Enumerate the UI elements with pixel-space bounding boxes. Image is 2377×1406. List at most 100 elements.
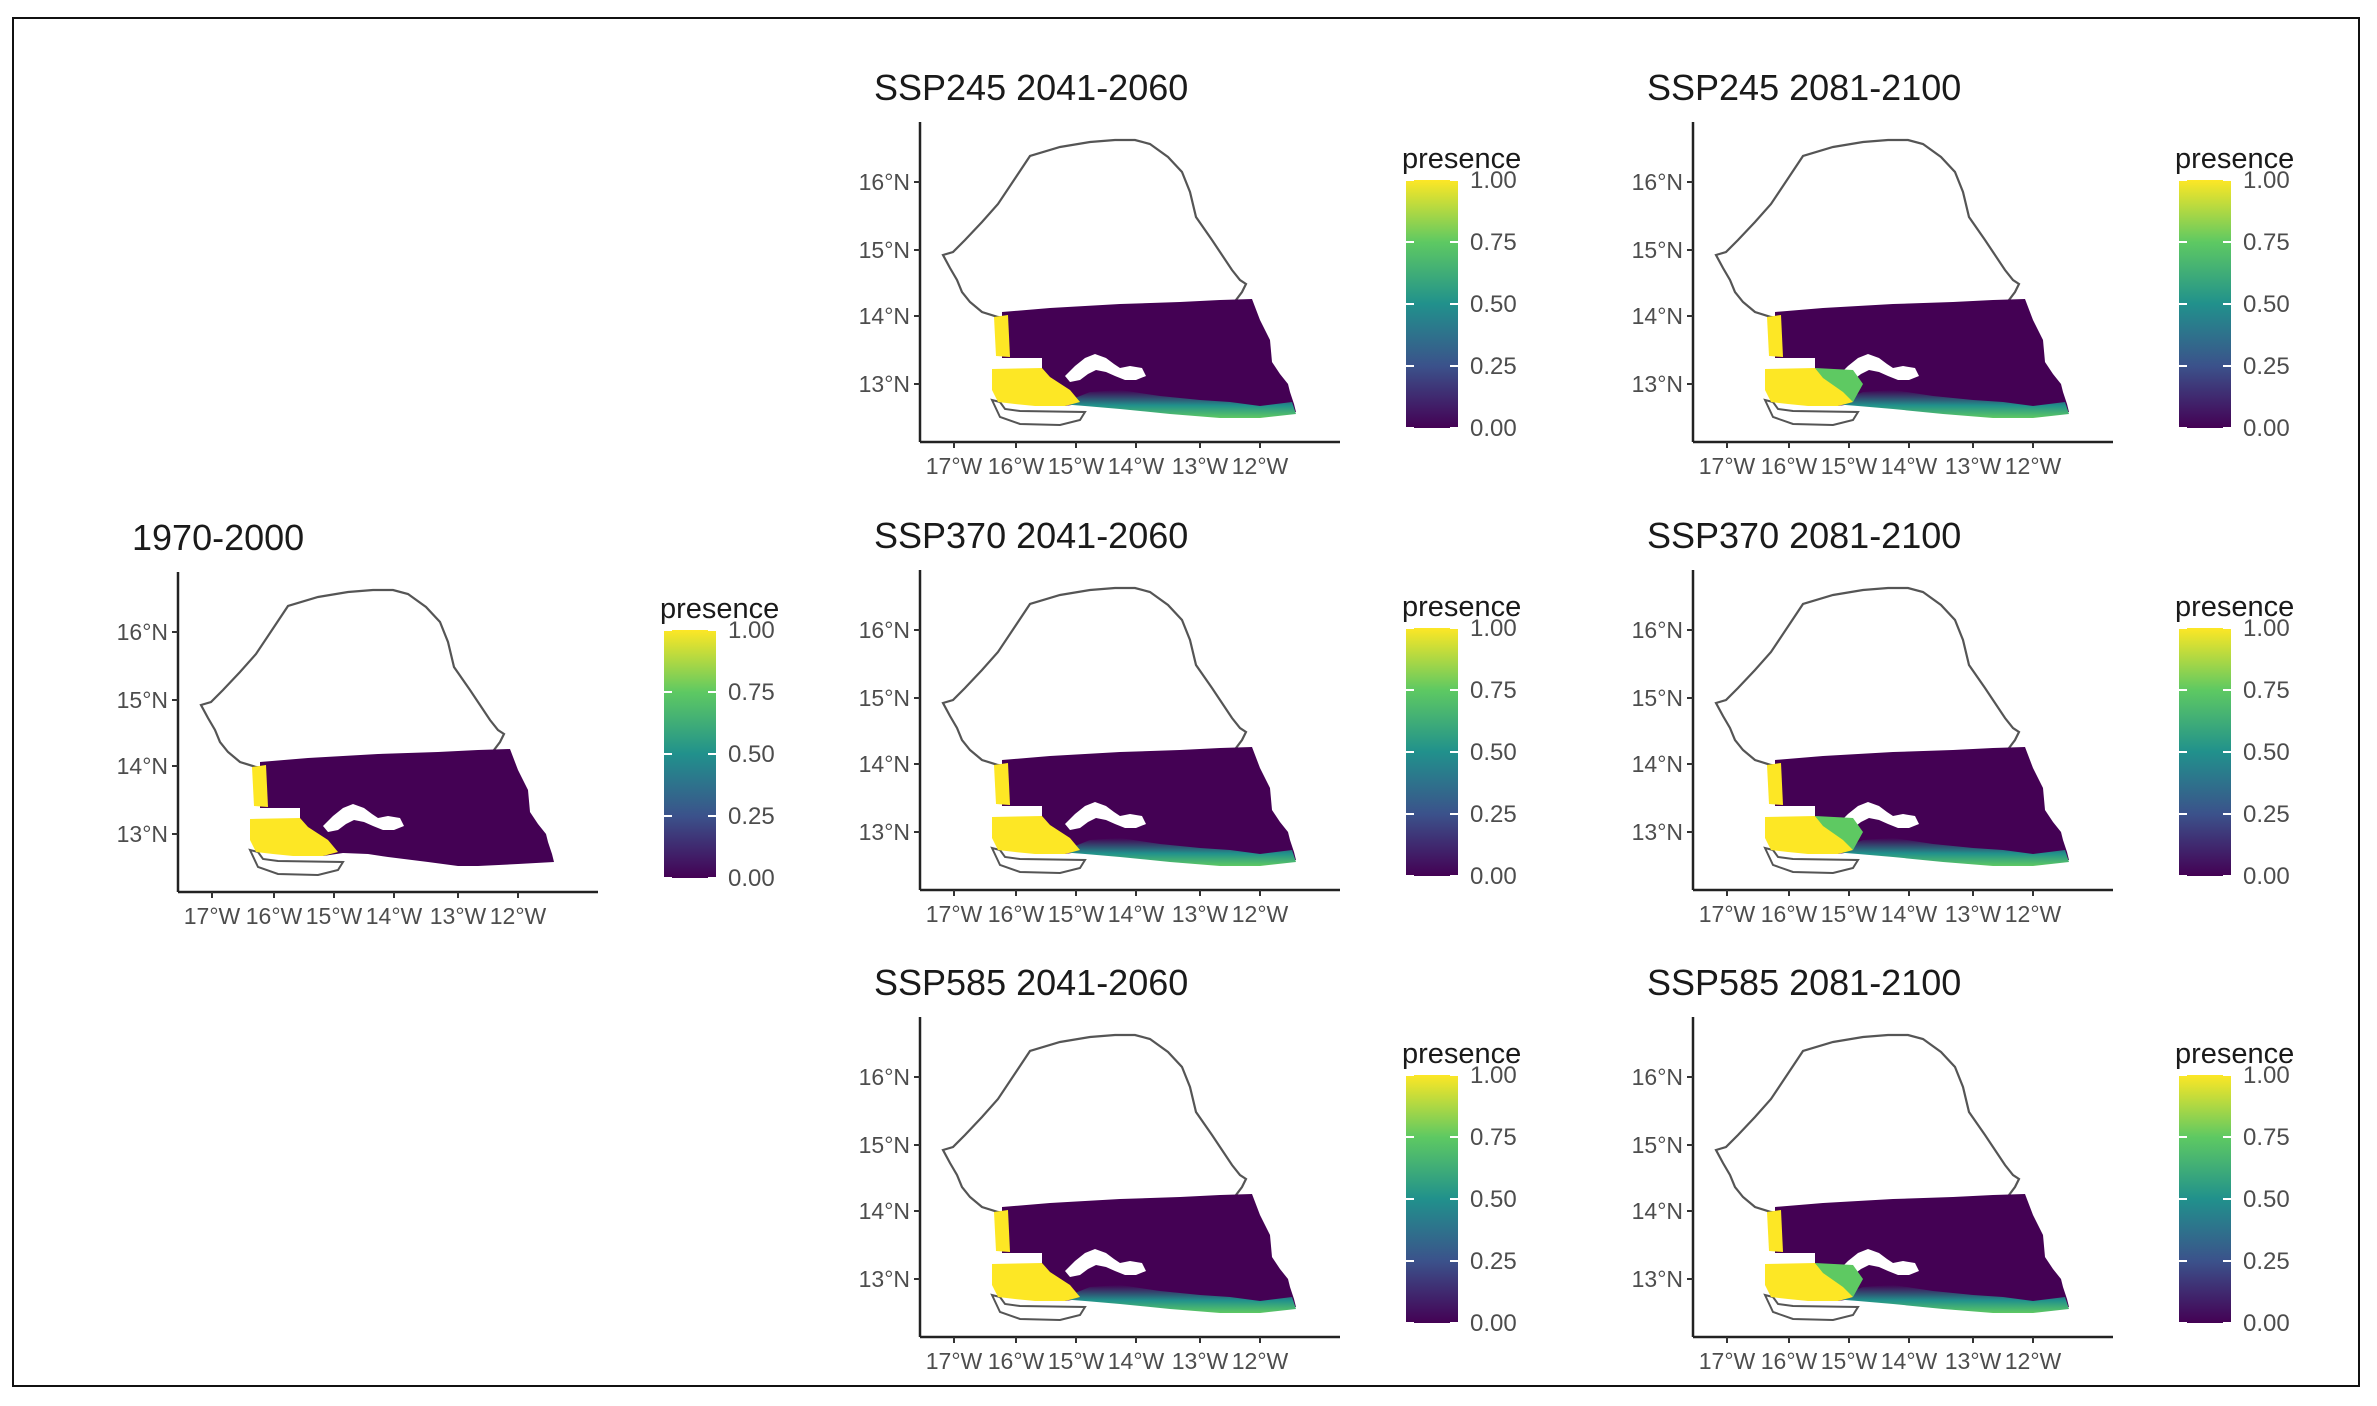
legend-tick-label: 0.00 xyxy=(728,865,775,892)
legend-tick-label: 0.50 xyxy=(1470,291,1517,318)
legend-colorbar xyxy=(1406,180,1458,428)
panel-title: 1970-2000 xyxy=(132,517,304,558)
x-tick-label: 14°W xyxy=(1108,453,1165,479)
x-tick-label: 13°W xyxy=(1172,453,1229,479)
x-tick-label: 16°W xyxy=(1761,901,1818,927)
y-tick-label: 13°N xyxy=(1632,371,1683,397)
y-tick-label: 16°N xyxy=(859,1064,910,1090)
x-tick-label: 13°W xyxy=(1172,901,1229,927)
y-tick-label: 15°N xyxy=(859,685,910,711)
legend-tick-label: 0.25 xyxy=(1470,353,1517,380)
low-presence-region xyxy=(1002,1194,1296,1311)
map-svg: SSP245 2081-2100 16°N 15°N 14°N 13°N 17°W 16°W… xyxy=(1632,67,2295,479)
low-presence-region xyxy=(260,749,554,866)
transition-belt xyxy=(1833,838,2069,866)
y-tick-label: 14°N xyxy=(1632,303,1683,329)
map-svg: SSP585 2081-2100 16°N 15°N 14°N 13°N 17°W 16°W… xyxy=(1632,962,2295,1374)
high-presence-south xyxy=(1765,1263,1853,1301)
legend-colorbar xyxy=(2179,628,2231,876)
y-tick-label: 13°N xyxy=(859,371,910,397)
x-tick-label: 15°W xyxy=(1821,901,1878,927)
y-tick-label: 14°N xyxy=(859,303,910,329)
river-gap xyxy=(1838,1249,1919,1277)
map-area xyxy=(199,588,554,877)
panel-title: SSP370 2041-2060 xyxy=(874,515,1188,556)
x-tick-label: 16°W xyxy=(246,903,303,929)
high-presence-south xyxy=(992,368,1080,406)
legend-tick-label: 0.50 xyxy=(728,741,775,768)
x-tick-label: 15°W xyxy=(1048,901,1105,927)
map-panel: 1970-2000 16°N 15°N 14°N 13°N 17°W 16°W 15°W 14°… xyxy=(94,502,854,947)
legend-title: presence xyxy=(1402,143,1521,175)
x-tick-label: 17°W xyxy=(1699,453,1756,479)
x-tick-label: 13°W xyxy=(1945,1348,2002,1374)
y-tick-label: 14°N xyxy=(859,751,910,777)
x-tick-label: 17°W xyxy=(1699,1348,1756,1374)
map-svg: SSP245 2041-2060 16°N 15°N 14°N 13°N 17°W 16°W… xyxy=(859,67,1522,479)
x-tick-label: 15°W xyxy=(1048,453,1105,479)
y-tick-label: 13°N xyxy=(1632,819,1683,845)
legend-tick-label: 0.75 xyxy=(2243,1124,2290,1151)
map-svg: SSP370 2041-2060 16°N 15°N 14°N 13°N 17°W 16°W… xyxy=(859,515,1522,927)
extended-presence xyxy=(1815,816,1863,850)
map-svg: SSP370 2081-2100 16°N 15°N 14°N 13°N 17°W 16°W… xyxy=(1632,515,2295,927)
x-tick-label: 13°W xyxy=(1172,1348,1229,1374)
legend-colorbar xyxy=(2179,180,2231,428)
x-tick-label: 15°W xyxy=(1821,453,1878,479)
map-panel: SSP245 2041-2060 16°N 15°N 14°N 13°N 17°W 16°W… xyxy=(836,52,1596,497)
x-tick-label: 15°W xyxy=(306,903,363,929)
legend-tick-label: 0.25 xyxy=(2243,801,2290,828)
legend-title: presence xyxy=(1402,1038,1521,1070)
southern-border xyxy=(248,848,345,877)
map-panel: SSP585 2081-2100 16°N 15°N 14°N 13°N 17°W 16°W… xyxy=(1609,947,2369,1392)
southern-border xyxy=(1763,1293,1860,1322)
legend-tick-label: 1.00 xyxy=(2243,615,2290,642)
x-tick-label: 14°W xyxy=(1881,1348,1938,1374)
country-outline xyxy=(1714,586,2021,770)
y-tick-label: 15°N xyxy=(1632,237,1683,263)
y-tick-label: 15°N xyxy=(117,687,168,713)
legend-tick-label: 0.25 xyxy=(2243,353,2290,380)
transition-belt xyxy=(1060,838,1296,866)
extended-presence xyxy=(1815,1263,1863,1297)
y-tick-label: 15°N xyxy=(859,237,910,263)
legend-title: presence xyxy=(2175,1038,2294,1070)
x-tick-label: 17°W xyxy=(1699,901,1756,927)
high-presence-south xyxy=(1765,368,1853,406)
southern-border xyxy=(990,846,1087,875)
x-tick-label: 16°W xyxy=(988,901,1045,927)
x-tick-label: 14°W xyxy=(1881,453,1938,479)
x-tick-label: 12°W xyxy=(2005,1348,2062,1374)
legend-tick-label: 1.00 xyxy=(1470,167,1517,194)
legend-tick-label: 0.00 xyxy=(2243,415,2290,442)
map-area xyxy=(1714,138,2069,427)
y-tick-label: 16°N xyxy=(859,169,910,195)
legend-tick-label: 0.75 xyxy=(1470,229,1517,256)
panel-title: SSP245 2041-2060 xyxy=(874,67,1188,108)
x-tick-label: 17°W xyxy=(184,903,241,929)
x-tick-label: 12°W xyxy=(1232,1348,1289,1374)
high-presence-coast xyxy=(994,1210,1010,1252)
y-tick-label: 16°N xyxy=(1632,169,1683,195)
x-tick-label: 14°W xyxy=(366,903,423,929)
legend-tick-label: 0.75 xyxy=(728,679,775,706)
legend-tick-label: 0.50 xyxy=(1470,739,1517,766)
panel-title: SSP585 2081-2100 xyxy=(1647,962,1961,1003)
y-tick-label: 13°N xyxy=(859,1266,910,1292)
y-tick-label: 14°N xyxy=(1632,1198,1683,1224)
map-area xyxy=(941,1033,1296,1322)
low-presence-region xyxy=(1002,747,1296,864)
panel-title: SSP370 2081-2100 xyxy=(1647,515,1961,556)
legend-colorbar xyxy=(664,630,716,878)
legend-title: presence xyxy=(2175,143,2294,175)
high-presence-coast xyxy=(1767,315,1783,357)
country-outline xyxy=(941,586,1248,770)
high-presence-coast xyxy=(1767,1210,1783,1252)
river-gap xyxy=(1065,802,1146,830)
legend-colorbar xyxy=(1406,628,1458,876)
panel-title: SSP585 2041-2060 xyxy=(874,962,1188,1003)
high-presence-south xyxy=(1765,816,1853,854)
x-tick-label: 16°W xyxy=(1761,1348,1818,1374)
transition-belt xyxy=(1060,1285,1296,1313)
x-tick-label: 15°W xyxy=(1048,1348,1105,1374)
